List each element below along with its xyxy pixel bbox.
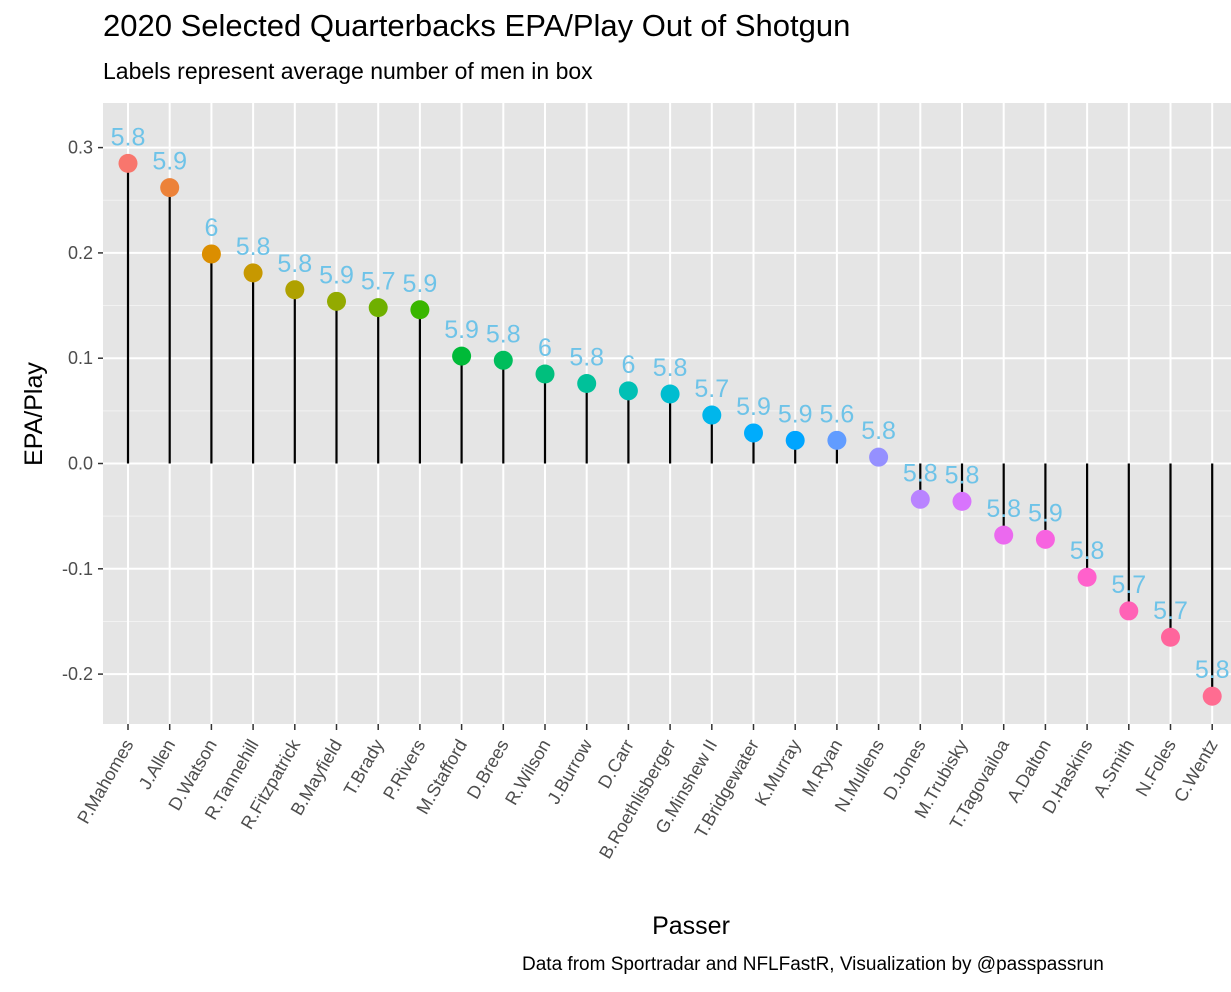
grid-minor	[103, 199, 1231, 622]
data-label: 5.9	[444, 316, 479, 344]
data-point	[618, 381, 638, 401]
data-label: 5.9	[403, 270, 438, 298]
data-point	[493, 350, 513, 370]
x-tick-label: D.Carr	[594, 736, 638, 792]
data-label: 5.8	[569, 343, 604, 371]
data-label: 5.8	[861, 417, 896, 445]
data-point	[1077, 567, 1097, 587]
data-label: 5.7	[694, 375, 729, 403]
data-point	[577, 373, 597, 393]
y-tick-label: 0.0	[68, 454, 93, 474]
stems	[126, 163, 1214, 697]
data-label: 5.8	[903, 459, 938, 487]
chart-caption: Data from Sportradar and NFLFastR, Visua…	[522, 954, 1104, 975]
data-label: 5.7	[361, 268, 396, 296]
data-point	[285, 280, 305, 300]
data-point	[327, 291, 346, 311]
data-point	[952, 491, 972, 511]
data-label: 5.8	[653, 354, 688, 382]
data-label: 6	[538, 334, 552, 362]
data-point	[744, 423, 763, 443]
data-label: 5.8	[1195, 656, 1230, 684]
data-label: 5.6	[820, 400, 855, 428]
data-point	[368, 298, 388, 318]
data-point	[702, 405, 722, 425]
data-label: 5.9	[319, 261, 354, 289]
data-label: 5.8	[111, 123, 146, 151]
data-point	[827, 430, 847, 450]
point-labels: 5.85.965.85.8 5.9 5.7 5.95.9 5.8 6 5.8 6 5.85.75…	[111, 123, 1230, 684]
data-point	[994, 525, 1014, 545]
y-tick-label: 0.2	[68, 243, 93, 263]
data-label: 5.8	[486, 320, 521, 348]
data-label: 5.9	[152, 148, 187, 176]
y-tick-label: -0.2	[62, 664, 93, 684]
data-point	[201, 244, 221, 264]
data-point	[160, 178, 180, 198]
data-label: 5.7	[1153, 597, 1188, 625]
data-point	[118, 153, 138, 173]
data-point	[785, 430, 805, 450]
data-point	[1119, 601, 1139, 621]
data-point	[910, 489, 930, 509]
x-axis: P.MahomesJ.AllenD.WatsonR.TannehillR.Fit…	[73, 724, 1222, 862]
data-label: 5.8	[1070, 537, 1105, 565]
data-point	[869, 447, 889, 467]
y-axis: -0.2 -0.1 0.0 0.1 0.2 0.3	[62, 138, 103, 684]
data-label: 5.8	[236, 233, 271, 261]
data-label: 5.9	[778, 400, 813, 428]
data-label: 5.7	[1111, 571, 1146, 599]
data-label: 6	[204, 214, 218, 242]
y-tick-label: 0.1	[68, 348, 93, 368]
data-point	[452, 346, 472, 366]
y-tick-label: 0.3	[68, 138, 93, 158]
data-label: 6	[621, 351, 635, 379]
chart-subtitle: Labels represent average number of men i…	[103, 58, 593, 84]
y-tick-label: -0.1	[62, 559, 93, 579]
x-axis-title: Passer	[652, 912, 730, 940]
x-tick-label: J.Allen	[135, 736, 179, 793]
plot-panel	[103, 103, 1231, 724]
data-point	[660, 384, 680, 404]
data-label: 5.9	[1028, 499, 1063, 527]
data-point	[1035, 529, 1055, 549]
chart-title: 2020 Selected Quarterbacks EPA/Play Out …	[103, 8, 851, 43]
points	[118, 153, 1222, 706]
data-point	[535, 364, 555, 384]
x-tick-label: A.Smith	[1089, 736, 1138, 801]
data-label: 5.9	[736, 393, 771, 421]
data-label: 5.8	[277, 250, 312, 278]
x-tick-label: P.Mahomes	[73, 736, 137, 827]
data-point	[1161, 627, 1180, 647]
y-axis-title: EPA/Play	[20, 362, 48, 466]
data-point	[1202, 686, 1222, 706]
data-label: 5.8	[945, 461, 980, 489]
data-label: 5.8	[986, 495, 1021, 523]
data-point	[410, 300, 430, 320]
data-point	[243, 263, 263, 283]
